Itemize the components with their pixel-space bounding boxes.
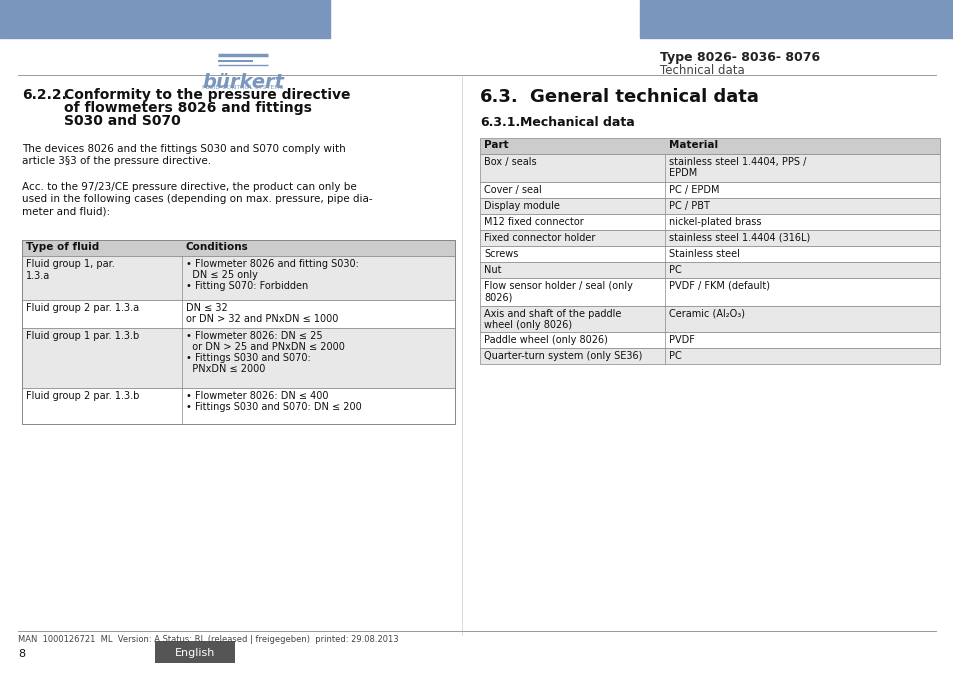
Bar	[479, 348, 939, 364]
Bar	[154, 641, 234, 663]
Text: Technical data: Technical data	[659, 64, 744, 77]
Bar	[479, 214, 939, 230]
Bar	[639, 0, 953, 38]
Text: Stainless steel: Stainless steel	[668, 249, 740, 259]
Bar	[22, 240, 455, 424]
Bar	[22, 256, 455, 300]
Text: Fluid group 2 par. 1.3.b: Fluid group 2 par. 1.3.b	[26, 391, 139, 401]
Text: Fluid group 1, par.
1.3.a: Fluid group 1, par. 1.3.a	[26, 259, 114, 281]
Text: S030 and S070: S030 and S070	[64, 114, 180, 128]
Text: Mechanical data: Mechanical data	[519, 116, 634, 129]
Text: Material: Material	[668, 140, 718, 150]
Text: Fluid group 1 par. 1.3.b: Fluid group 1 par. 1.3.b	[26, 331, 139, 341]
Text: article 3§3 of the pressure directive.: article 3§3 of the pressure directive.	[22, 156, 211, 166]
Text: M12 fixed connector: M12 fixed connector	[483, 217, 583, 227]
Bar	[479, 246, 939, 262]
Text: EPDM: EPDM	[668, 168, 697, 178]
Text: PVDF: PVDF	[668, 335, 694, 345]
Bar	[22, 328, 455, 388]
Text: 6.2.2.: 6.2.2.	[22, 88, 67, 102]
Text: 8026): 8026)	[483, 292, 512, 302]
Text: or DN > 25 and PNxDN ≤ 2000: or DN > 25 and PNxDN ≤ 2000	[186, 342, 345, 352]
Text: Conformity to the pressure directive: Conformity to the pressure directive	[64, 88, 350, 102]
Text: 8: 8	[18, 649, 25, 659]
Text: Type 8026- 8036- 8076: Type 8026- 8036- 8076	[659, 51, 820, 64]
Text: Cover / seal: Cover / seal	[483, 185, 541, 195]
Text: of flowmeters 8026 and fittings: of flowmeters 8026 and fittings	[64, 101, 312, 115]
Text: PC: PC	[668, 351, 681, 361]
Text: Quarter-turn system (only SE36): Quarter-turn system (only SE36)	[483, 351, 641, 361]
Text: 6.3.1.: 6.3.1.	[479, 116, 519, 129]
Text: Type of fluid: Type of fluid	[26, 242, 99, 252]
Text: Screws: Screws	[483, 249, 517, 259]
Text: General technical data: General technical data	[530, 88, 758, 106]
Text: • Flowmeter 8026 and fitting S030:: • Flowmeter 8026 and fitting S030:	[186, 259, 358, 269]
Text: Paddle wheel (only 8026): Paddle wheel (only 8026)	[483, 335, 607, 345]
Bar	[22, 388, 455, 424]
Text: • Fittings S030 and S070: DN ≤ 200: • Fittings S030 and S070: DN ≤ 200	[186, 402, 361, 412]
Text: wheel (only 8026): wheel (only 8026)	[483, 320, 572, 330]
Text: PNxDN ≤ 2000: PNxDN ≤ 2000	[186, 364, 265, 374]
Text: PC / PBT: PC / PBT	[668, 201, 709, 211]
Text: Ceramic (Al₂O₃): Ceramic (Al₂O₃)	[668, 309, 744, 319]
Text: Part: Part	[483, 140, 508, 150]
Text: • Flowmeter 8026: DN ≤ 400: • Flowmeter 8026: DN ≤ 400	[186, 391, 328, 401]
Text: English: English	[174, 648, 215, 658]
Bar	[0, 0, 330, 38]
Text: Fluid group 2 par. 1.3.a: Fluid group 2 par. 1.3.a	[26, 303, 139, 313]
Bar	[479, 278, 939, 306]
Text: • Fitting S070: Forbidden: • Fitting S070: Forbidden	[186, 281, 308, 291]
Text: FLUID CONTROL SYSTEMS: FLUID CONTROL SYSTEMS	[202, 85, 283, 90]
Text: meter and fluid):: meter and fluid):	[22, 206, 110, 216]
Bar	[479, 262, 939, 278]
Text: Conditions: Conditions	[186, 242, 249, 252]
Bar	[479, 306, 939, 332]
Text: PC / EPDM: PC / EPDM	[668, 185, 719, 195]
Text: MAN  1000126721  ML  Version: A Status: RL (released | freigegeben)  printed: 29: MAN 1000126721 ML Version: A Status: RL …	[18, 635, 398, 644]
Text: or DN > 32 and PNxDN ≤ 1000: or DN > 32 and PNxDN ≤ 1000	[186, 314, 338, 324]
Text: • Fittings S030 and S070:: • Fittings S030 and S070:	[186, 353, 311, 363]
Bar	[479, 332, 939, 348]
Text: stainless steel 1.4404 (316L): stainless steel 1.4404 (316L)	[668, 233, 809, 243]
Text: Axis and shaft of the paddle: Axis and shaft of the paddle	[483, 309, 620, 319]
Text: Box / seals: Box / seals	[483, 157, 536, 167]
Text: The devices 8026 and the fittings S030 and S070 comply with: The devices 8026 and the fittings S030 a…	[22, 144, 345, 154]
Text: used in the following cases (depending on max. pressure, pipe dia-: used in the following cases (depending o…	[22, 194, 373, 204]
Text: Acc. to the 97/23/CE pressure directive, the product can only be: Acc. to the 97/23/CE pressure directive,…	[22, 182, 356, 192]
Text: DN ≤ 32: DN ≤ 32	[186, 303, 228, 313]
Bar	[22, 240, 455, 256]
Text: • Flowmeter 8026: DN ≤ 25: • Flowmeter 8026: DN ≤ 25	[186, 331, 322, 341]
Bar	[479, 138, 939, 154]
Bar	[22, 300, 455, 328]
Bar	[479, 182, 939, 198]
Text: PVDF / FKM (default): PVDF / FKM (default)	[668, 281, 769, 291]
Bar	[479, 230, 939, 246]
Bar	[479, 154, 939, 182]
Text: bürkert: bürkert	[202, 73, 284, 92]
Text: DN ≤ 25 only: DN ≤ 25 only	[186, 270, 257, 280]
Text: Flow sensor holder / seal (only: Flow sensor holder / seal (only	[483, 281, 632, 291]
Text: Nut: Nut	[483, 265, 501, 275]
Text: Fixed connector holder: Fixed connector holder	[483, 233, 595, 243]
Text: stainless steel 1.4404, PPS /: stainless steel 1.4404, PPS /	[668, 157, 805, 167]
Text: 6.3.: 6.3.	[479, 88, 518, 106]
Text: Display module: Display module	[483, 201, 559, 211]
Bar	[479, 198, 939, 214]
Text: nickel-plated brass: nickel-plated brass	[668, 217, 760, 227]
Text: PC: PC	[668, 265, 681, 275]
